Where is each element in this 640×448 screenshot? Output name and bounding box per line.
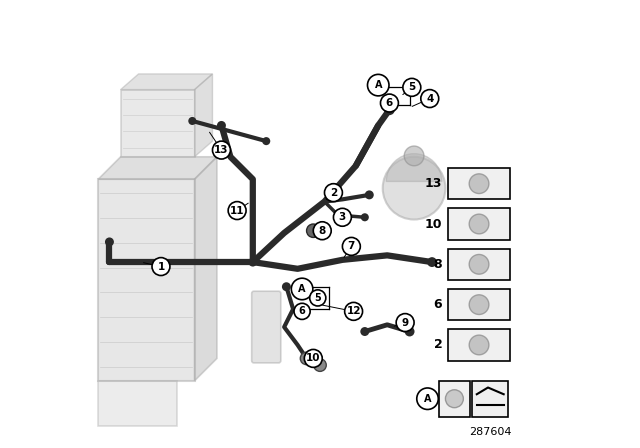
Circle shape — [417, 388, 438, 409]
Text: 6: 6 — [386, 98, 393, 108]
Text: 12: 12 — [346, 306, 361, 316]
Text: 2: 2 — [433, 338, 442, 352]
Circle shape — [300, 352, 313, 365]
Text: A: A — [424, 394, 431, 404]
FancyBboxPatch shape — [448, 249, 511, 280]
Circle shape — [469, 254, 489, 274]
Circle shape — [404, 327, 415, 336]
FancyBboxPatch shape — [252, 291, 281, 363]
Circle shape — [291, 278, 313, 300]
Text: 10: 10 — [306, 353, 321, 363]
Text: 10: 10 — [425, 217, 442, 231]
Text: 3: 3 — [339, 212, 346, 222]
Circle shape — [307, 224, 320, 237]
Circle shape — [404, 146, 424, 166]
Circle shape — [333, 208, 351, 226]
Ellipse shape — [383, 157, 445, 220]
Circle shape — [262, 137, 270, 145]
Circle shape — [469, 335, 489, 355]
Text: A: A — [298, 284, 306, 294]
Polygon shape — [99, 157, 217, 179]
Circle shape — [445, 390, 463, 408]
Polygon shape — [195, 157, 217, 381]
Text: 13: 13 — [214, 145, 228, 155]
Polygon shape — [121, 74, 212, 90]
Text: 9: 9 — [401, 318, 409, 327]
Circle shape — [105, 237, 114, 246]
Circle shape — [361, 213, 369, 221]
FancyBboxPatch shape — [448, 329, 511, 361]
Text: 5: 5 — [408, 82, 415, 92]
Circle shape — [248, 258, 257, 267]
FancyBboxPatch shape — [448, 208, 511, 240]
Text: 4: 4 — [426, 94, 433, 103]
Circle shape — [305, 349, 323, 367]
FancyBboxPatch shape — [448, 289, 511, 320]
Circle shape — [469, 214, 489, 234]
FancyBboxPatch shape — [472, 381, 508, 417]
Circle shape — [396, 314, 414, 332]
Text: 13: 13 — [425, 177, 442, 190]
Circle shape — [345, 302, 362, 320]
Circle shape — [403, 78, 421, 96]
Circle shape — [282, 282, 291, 291]
Polygon shape — [99, 179, 195, 381]
Text: 1: 1 — [157, 262, 164, 271]
Polygon shape — [121, 90, 195, 157]
Circle shape — [314, 359, 326, 371]
Text: 6: 6 — [434, 298, 442, 311]
Circle shape — [294, 303, 310, 319]
Text: 7: 7 — [348, 241, 355, 251]
Circle shape — [469, 295, 489, 314]
Circle shape — [314, 222, 332, 240]
Circle shape — [367, 74, 389, 96]
Wedge shape — [387, 154, 442, 181]
Circle shape — [380, 94, 398, 112]
Text: 2: 2 — [330, 188, 337, 198]
Circle shape — [469, 174, 489, 194]
Text: 8: 8 — [434, 258, 442, 271]
Circle shape — [365, 190, 374, 199]
Polygon shape — [195, 74, 212, 157]
Circle shape — [310, 290, 326, 306]
Circle shape — [302, 354, 311, 363]
Text: 5: 5 — [314, 293, 321, 303]
Circle shape — [427, 257, 437, 267]
Text: 6: 6 — [299, 306, 305, 316]
Circle shape — [384, 104, 395, 115]
Circle shape — [217, 121, 226, 130]
Text: 11: 11 — [230, 206, 244, 215]
Circle shape — [360, 327, 369, 336]
Text: 287604: 287604 — [469, 427, 511, 437]
FancyBboxPatch shape — [439, 381, 470, 417]
Circle shape — [421, 90, 439, 108]
Circle shape — [152, 258, 170, 276]
FancyBboxPatch shape — [448, 168, 511, 199]
Text: 8: 8 — [319, 226, 326, 236]
Circle shape — [212, 141, 230, 159]
Circle shape — [324, 184, 342, 202]
Circle shape — [228, 202, 246, 220]
Text: A: A — [374, 80, 382, 90]
Circle shape — [188, 117, 196, 125]
Polygon shape — [99, 381, 177, 426]
Circle shape — [342, 237, 360, 255]
